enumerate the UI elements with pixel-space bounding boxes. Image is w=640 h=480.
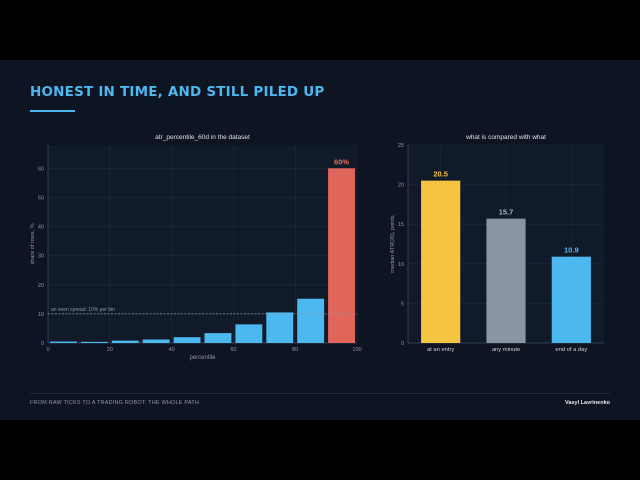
percentile-histogram-chart: 0 10 20 30 40 50 60 0 20 40 60 80 100 60% an even spre… — [30, 134, 362, 361]
y-tick-label: 60 — [38, 166, 44, 172]
histogram-bar — [235, 324, 263, 343]
category-bar — [486, 218, 526, 343]
category-bar — [551, 256, 591, 343]
y-tick-label: 30 — [38, 254, 44, 260]
footer-author: Vasyl Lavrinenko — [565, 400, 610, 406]
x-tick-label: 40 — [169, 347, 175, 353]
y-tick-label: 0 — [41, 341, 44, 347]
y-tick-label: 25 — [398, 143, 404, 149]
histogram-bar — [297, 298, 325, 343]
y-tick-label: 10 — [38, 312, 44, 318]
histogram-bar — [142, 339, 170, 343]
y-tick-label: 40 — [38, 225, 44, 231]
y-tick-label: 15 — [398, 222, 404, 228]
right-chart-title: what is compared with what — [465, 134, 546, 141]
y-tick-label: 10 — [398, 262, 404, 268]
bar-value-label: 20.5 — [433, 170, 448, 179]
y-axis-title: share of rows, % — [30, 223, 36, 264]
category-label: at an entry — [427, 347, 454, 353]
y-tick-label: 5 — [401, 301, 404, 307]
slide-title: HONEST IN TIME, AND STILL PILED UP — [30, 84, 325, 100]
histogram-bar — [266, 312, 294, 343]
footer-divider — [30, 393, 610, 394]
x-tick-label: 100 — [352, 347, 361, 353]
y-tick-label: 0 — [401, 341, 404, 347]
x-tick-label: 60 — [230, 347, 236, 353]
x-tick-label: 0 — [46, 347, 49, 353]
highlight-bar-label: 60% — [334, 157, 349, 166]
category-label: any minute — [492, 347, 520, 353]
median-atr-bar-chart: 0 5 10 15 20 25 20.5 at an entry 15.7 any minute 1… — [390, 134, 604, 353]
x-axis-title: percentile — [189, 355, 216, 361]
histogram-bar — [204, 333, 232, 343]
bar-value-label: 10.9 — [564, 246, 579, 255]
slide: HONEST IN TIME, AND STILL PILED UP 0 10 20… — [0, 60, 640, 420]
histogram-bar — [80, 341, 108, 343]
y-tick-label: 20 — [38, 283, 44, 289]
histogram-bar — [173, 337, 201, 343]
footer-course-title: FROM RAW TICKS TO A TRADING ROBOT: THE W… — [30, 400, 200, 406]
title-underline — [30, 110, 75, 112]
category-label: end of a day — [555, 347, 587, 353]
reference-line-label: an even spread: 10% per bin — [51, 307, 115, 313]
histogram-bar — [111, 340, 139, 343]
y-tick-label: 50 — [38, 195, 44, 201]
y-axis-title: median ATR(20), points — [390, 215, 396, 273]
bar-value-label: 15.7 — [499, 208, 514, 217]
histogram-bar — [50, 341, 77, 343]
x-tick-label: 80 — [292, 347, 298, 353]
x-tick-label: 20 — [107, 347, 113, 353]
left-chart-title: atr_percentile_60d in the dataset — [155, 134, 250, 141]
category-bar — [421, 180, 461, 343]
y-tick-label: 20 — [398, 183, 404, 189]
